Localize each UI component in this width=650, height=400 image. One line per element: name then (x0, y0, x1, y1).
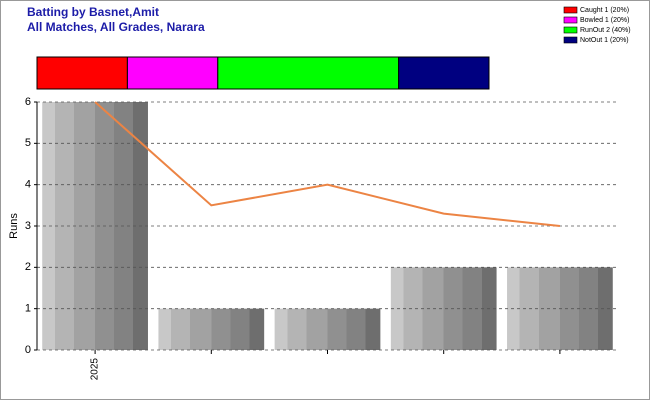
strip-segment (126, 56, 219, 90)
legend-swatch (563, 16, 578, 24)
strip-segment (36, 56, 128, 90)
legend-label: Bowled 1 (20%) (580, 17, 629, 24)
legend-swatch (563, 36, 578, 44)
legend-swatch (563, 6, 578, 14)
y-tick-label: 3 (25, 220, 31, 232)
legend-swatch (563, 26, 578, 34)
strip-segment (398, 56, 490, 90)
legend-label: RunOut 2 (40%) (580, 27, 631, 34)
y-tick-label: 5 (25, 137, 31, 149)
y-axis-label: Runs (8, 213, 20, 239)
chart-title: Batting by Basnet,Amit (27, 5, 159, 19)
x-tick-label: 2025 (90, 358, 101, 381)
bar (274, 308, 381, 350)
legend-label: NotOut 1 (20%) (580, 37, 629, 44)
y-tick-label: 2 (25, 261, 31, 273)
y-tick-label: 1 (25, 303, 31, 315)
y-tick-label: 4 (25, 179, 31, 191)
bar (390, 267, 497, 350)
bar (158, 308, 265, 350)
chart-subtitle: All Matches, All Grades, Narara (27, 20, 205, 34)
strip-segment (217, 56, 400, 90)
y-tick-label: 0 (25, 344, 31, 356)
line (94, 101, 561, 227)
legend-label: Caught 1 (20%) (580, 7, 629, 14)
y-tick-label: 6 (25, 96, 31, 108)
bar (42, 102, 148, 350)
